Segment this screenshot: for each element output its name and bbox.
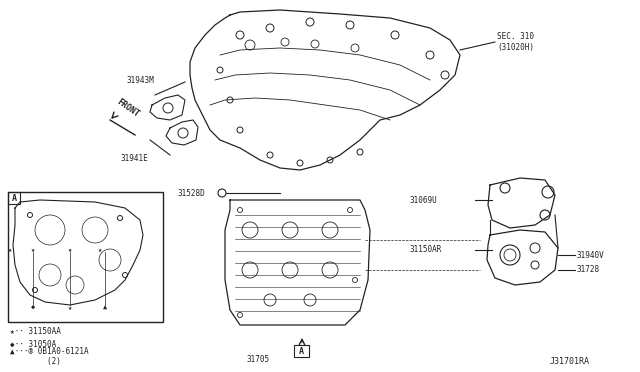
Circle shape — [99, 249, 121, 271]
Circle shape — [118, 215, 122, 221]
Circle shape — [297, 160, 303, 166]
Text: SEC. 310
(31020H): SEC. 310 (31020H) — [497, 32, 534, 52]
Text: ◆·· 31050A: ◆·· 31050A — [10, 340, 56, 349]
Text: 31728: 31728 — [577, 266, 600, 275]
Bar — [8, 192, 20, 204]
Text: 31940V: 31940V — [577, 250, 605, 260]
Text: 31941E: 31941E — [120, 154, 148, 163]
Circle shape — [66, 276, 84, 294]
Text: 31943M: 31943M — [126, 76, 154, 84]
Circle shape — [85, 220, 105, 240]
Circle shape — [500, 245, 520, 265]
Circle shape — [237, 208, 243, 212]
Text: ★: ★ — [68, 247, 72, 253]
Circle shape — [504, 249, 516, 261]
Circle shape — [282, 262, 298, 278]
Circle shape — [322, 262, 338, 278]
Circle shape — [163, 103, 173, 113]
Circle shape — [33, 288, 38, 292]
Circle shape — [351, 44, 359, 52]
Circle shape — [306, 18, 314, 26]
Text: FRONT: FRONT — [115, 97, 141, 119]
Circle shape — [69, 279, 81, 291]
Text: ★: ★ — [8, 247, 12, 253]
Circle shape — [242, 222, 258, 238]
Text: ★: ★ — [68, 305, 72, 311]
Circle shape — [531, 261, 539, 269]
Circle shape — [122, 273, 127, 278]
Text: ★: ★ — [98, 247, 102, 253]
Text: 31528D: 31528D — [177, 189, 205, 198]
Circle shape — [218, 189, 226, 197]
Circle shape — [542, 186, 554, 198]
Circle shape — [245, 40, 255, 50]
Circle shape — [357, 149, 363, 155]
Circle shape — [327, 157, 333, 163]
Circle shape — [282, 222, 298, 238]
Circle shape — [346, 21, 354, 29]
Text: J31701RA: J31701RA — [550, 357, 590, 366]
Circle shape — [266, 24, 274, 32]
Circle shape — [217, 67, 223, 73]
Text: A: A — [298, 346, 303, 356]
Circle shape — [267, 152, 273, 158]
Circle shape — [540, 210, 550, 220]
Text: ◆: ◆ — [31, 305, 35, 311]
Circle shape — [242, 262, 258, 278]
Bar — [8, 192, 163, 322]
Text: 31705: 31705 — [246, 356, 269, 365]
Circle shape — [102, 252, 118, 268]
Circle shape — [38, 218, 62, 242]
Circle shape — [35, 215, 65, 245]
Text: ★: ★ — [31, 247, 35, 253]
Circle shape — [348, 208, 353, 212]
Circle shape — [28, 212, 33, 218]
Text: 31150AR: 31150AR — [410, 246, 442, 254]
Circle shape — [42, 267, 58, 283]
Circle shape — [281, 38, 289, 46]
Circle shape — [500, 183, 510, 193]
Text: ★·· 31150AA: ★·· 31150AA — [10, 327, 61, 337]
Circle shape — [391, 31, 399, 39]
Bar — [294, 345, 309, 357]
Circle shape — [353, 278, 358, 282]
Circle shape — [322, 222, 338, 238]
Text: ▲: ▲ — [103, 305, 107, 311]
Circle shape — [82, 217, 108, 243]
Circle shape — [426, 51, 434, 59]
Circle shape — [236, 31, 244, 39]
Text: ▲···® 0B1A0-6121A
        (2): ▲···® 0B1A0-6121A (2) — [10, 346, 88, 366]
Circle shape — [237, 127, 243, 133]
Circle shape — [39, 264, 61, 286]
Circle shape — [441, 71, 449, 79]
Circle shape — [530, 243, 540, 253]
Text: 31069U: 31069U — [410, 196, 438, 205]
Circle shape — [264, 294, 276, 306]
Circle shape — [311, 40, 319, 48]
Circle shape — [237, 312, 243, 317]
Text: A: A — [12, 193, 17, 202]
Circle shape — [304, 294, 316, 306]
Circle shape — [178, 128, 188, 138]
Circle shape — [227, 97, 233, 103]
